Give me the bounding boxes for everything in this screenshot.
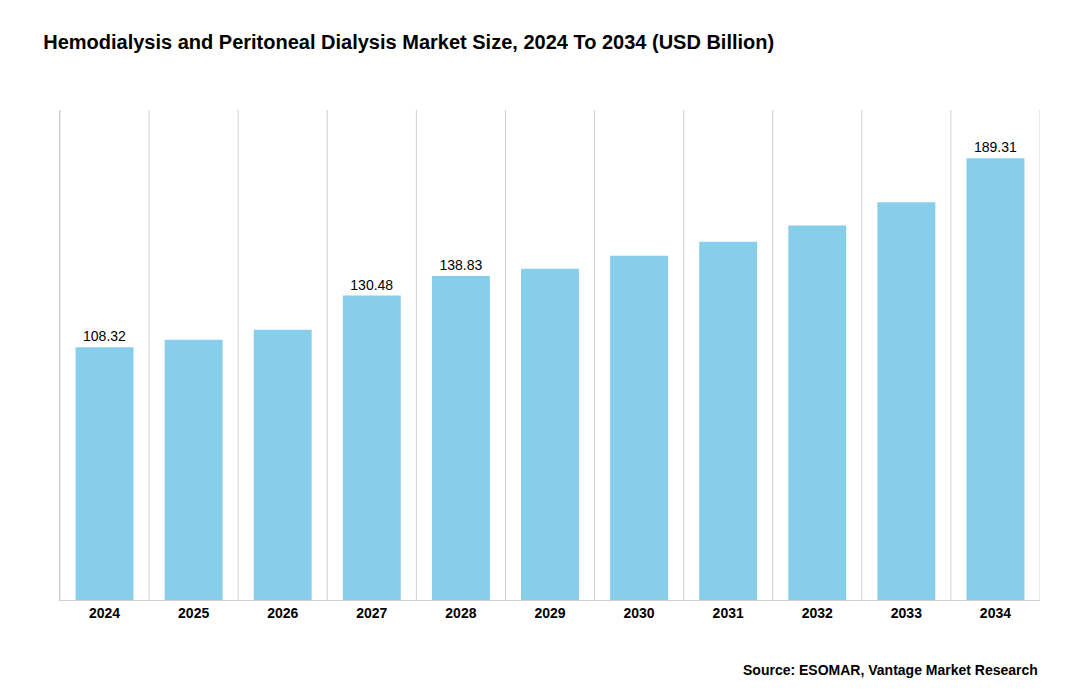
- svg-text:130.48: 130.48: [350, 277, 393, 293]
- svg-text:2024: 2024: [89, 605, 120, 621]
- svg-text:189.31: 189.31: [974, 139, 1017, 155]
- svg-text:2034: 2034: [980, 605, 1011, 621]
- svg-text:2029: 2029: [534, 605, 565, 621]
- svg-text:Source: ESOMAR, Vantage Market: Source: ESOMAR, Vantage Market Research: [743, 662, 1038, 678]
- svg-text:2028: 2028: [445, 605, 476, 621]
- svg-text:2033: 2033: [891, 605, 922, 621]
- svg-text:2030: 2030: [624, 605, 655, 621]
- svg-text:2032: 2032: [802, 605, 833, 621]
- svg-text:138.83: 138.83: [439, 257, 482, 273]
- svg-text:108.32: 108.32: [83, 328, 126, 344]
- svg-text:Hemodialysis and Peritoneal Di: Hemodialysis and Peritoneal Dialysis Mar…: [43, 31, 774, 53]
- svg-text:2025: 2025: [178, 605, 209, 621]
- svg-text:2026: 2026: [267, 605, 298, 621]
- svg-text:2031: 2031: [713, 605, 744, 621]
- svg-text:2027: 2027: [356, 605, 387, 621]
